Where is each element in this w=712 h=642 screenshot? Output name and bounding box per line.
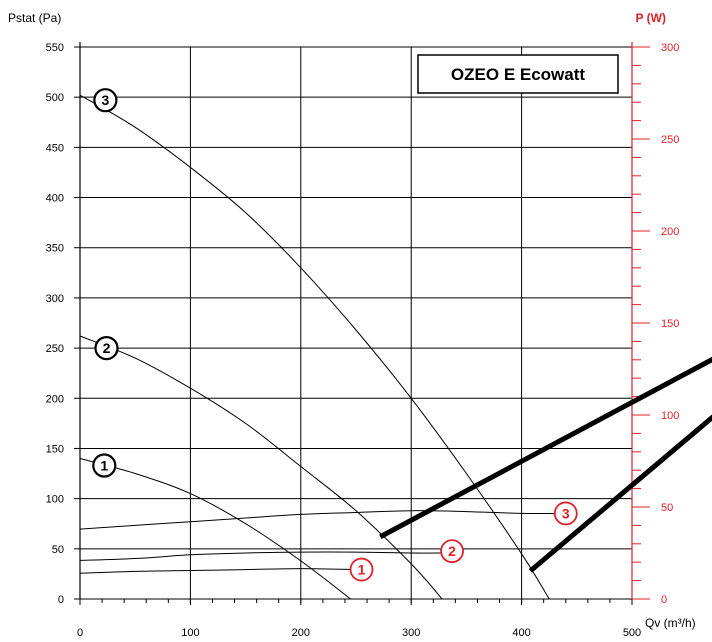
power-marker-3-label: 3 (562, 505, 570, 521)
x-tick-label: 400 (512, 627, 530, 639)
series-lines (79, 94, 712, 600)
y-tick-label: 100 (46, 494, 64, 506)
y2-tick-label: 150 (661, 318, 679, 330)
series-markers: 1 2 3 1 2 3 (92, 88, 578, 582)
x-tick-label: 300 (402, 627, 420, 639)
system-line (379, 356, 712, 539)
pressure-marker-3-label: 3 (101, 92, 109, 108)
pressure-curve-1 (79, 458, 351, 600)
y-tick-label: 150 (46, 443, 64, 455)
pressure-marker-3-circle (93, 88, 118, 113)
x-tick-label: 500 (623, 627, 641, 639)
power-curve-3 (79, 510, 566, 530)
system-line (528, 414, 712, 573)
x-tick-label: 100 (181, 627, 199, 639)
x-tick-label: 200 (292, 627, 310, 639)
power-curve-2 (79, 551, 445, 561)
power-marker-2-label: 2 (448, 543, 456, 559)
y-tick-label: 500 (46, 92, 64, 104)
y-tick-label: 200 (46, 393, 64, 405)
grid-lines (74, 42, 633, 605)
y2-tick-label: 100 (661, 410, 679, 422)
x-tick-label: 0 (77, 627, 83, 639)
y2-tick-label: 200 (661, 226, 679, 238)
y-tick-label: 0 (58, 594, 64, 606)
y-axis-label: Pstat (Pa) (8, 11, 61, 25)
y-tick-label: 300 (46, 293, 64, 305)
power-marker-3-circle (553, 501, 578, 526)
chart-title: OZEO E Ecowatt (451, 65, 585, 84)
y-tick-label: 400 (46, 193, 64, 205)
power-curve-1 (79, 568, 357, 574)
power-marker-1-circle (349, 557, 374, 582)
title-frame (417, 54, 619, 94)
x-axis-ticks: 0 100 200 300 400 500 (77, 627, 641, 639)
pressure-marker-2-circle (94, 335, 119, 361)
pressure-curve-2 (79, 335, 443, 600)
pressure-marker-1-label: 1 (100, 458, 108, 474)
x-axis-label: Qv (m³/h) (645, 616, 696, 630)
pressure-marker-1-circle (92, 453, 117, 478)
pressure-curve-3 (79, 94, 550, 600)
power-marker-2-circle (440, 539, 464, 564)
title-box: OZEO E Ecowatt (417, 54, 619, 94)
power-marker-1-label: 1 (358, 562, 366, 578)
y-tick-label: 550 (46, 42, 64, 54)
y-tick-label: 50 (52, 544, 64, 556)
y-axis-ticks: 0 50 100 150 200 250 300 350 400 450 500 550 (46, 42, 64, 606)
y-tick-label: 450 (46, 142, 64, 154)
y2-tick-label: 0 (661, 594, 667, 606)
y2-tick-label: 250 (661, 134, 679, 146)
y2-tick-label: 50 (661, 502, 673, 514)
y-tick-label: 250 (46, 343, 64, 355)
y2-axis-label: P (W) (636, 11, 666, 25)
y-tick-label: 350 (46, 243, 64, 255)
pressure-marker-2-label: 2 (103, 340, 111, 356)
y2-axis-ticks: 0 50 100 150 200 250 300 (631, 42, 679, 606)
y2-tick-label: 300 (661, 42, 679, 54)
